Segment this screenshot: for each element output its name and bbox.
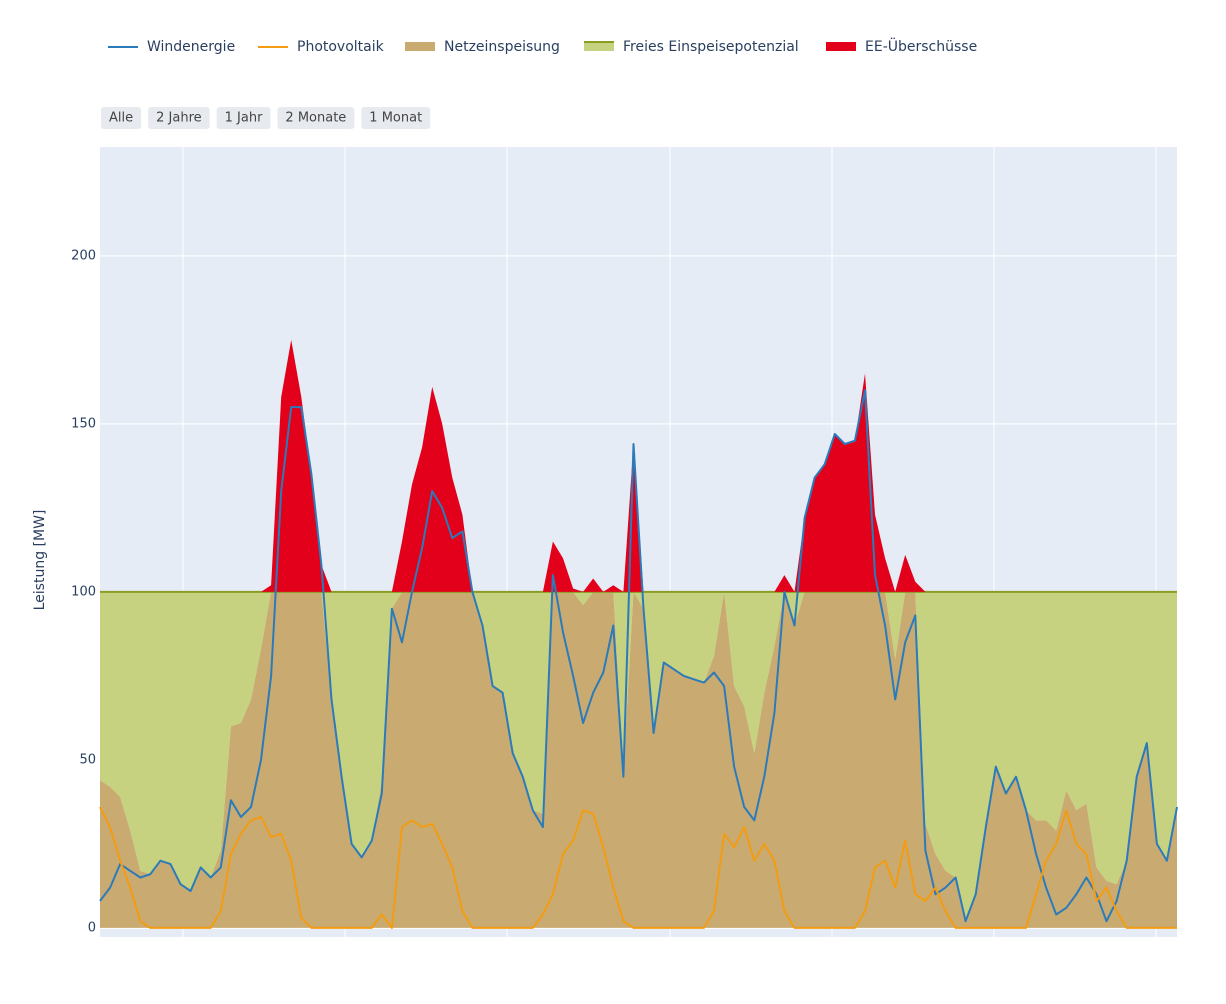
legend-item: Netzeinspeisung [405,39,560,55]
legend-item: Freies Einspeisepotenzial [584,39,799,55]
range-button[interactable]: 1 Monat [361,107,431,129]
legend-label: Photovoltaik [297,39,385,55]
range-button-label[interactable]: Alle [109,111,133,126]
range-button-bg[interactable] [216,107,271,129]
legend-label: Netzeinspeisung [444,39,560,55]
line [99,389,1178,923]
range-button-label[interactable]: 2 Monate [285,111,346,126]
legend-label: Windenergie [147,39,235,55]
y-axis-title: Leistung [MW] [32,510,48,611]
y-tick-label: 0 [88,920,96,935]
legend-label: Freies Einspeisepotenzial [623,39,799,55]
y-tick-label: 200 [71,248,96,263]
range-button-label[interactable]: 1 Jahr [225,111,263,126]
range-button-label[interactable]: 2 Jahre [156,111,202,126]
y-tick-label: 50 [79,752,96,767]
range-button-bg[interactable] [277,107,355,129]
legend-swatch [405,42,435,51]
y-tick-label: 100 [71,584,96,599]
legend-swatch [584,42,614,51]
area [100,591,1177,928]
legend-item: Photovoltaik [258,39,385,55]
legend-item: Windenergie [108,39,235,55]
range-button[interactable]: Alle [101,107,142,129]
legend-label: EE-Überschüsse [865,37,977,55]
area [100,591,1177,922]
legend-item: EE-Überschüsse [826,37,977,55]
range-button[interactable]: 1 Jahr [216,107,271,129]
line [99,806,1177,929]
range-button-bg[interactable] [361,107,431,129]
y-tick-label: 150 [71,416,96,431]
range-button[interactable]: 2 Monate [277,107,355,129]
legend-swatch [826,42,856,51]
range-button-label[interactable]: 1 Monat [369,111,422,126]
range-button[interactable]: 2 Jahre [148,107,210,129]
range-button-bg[interactable] [148,107,210,129]
range-button-bg[interactable] [101,107,142,129]
